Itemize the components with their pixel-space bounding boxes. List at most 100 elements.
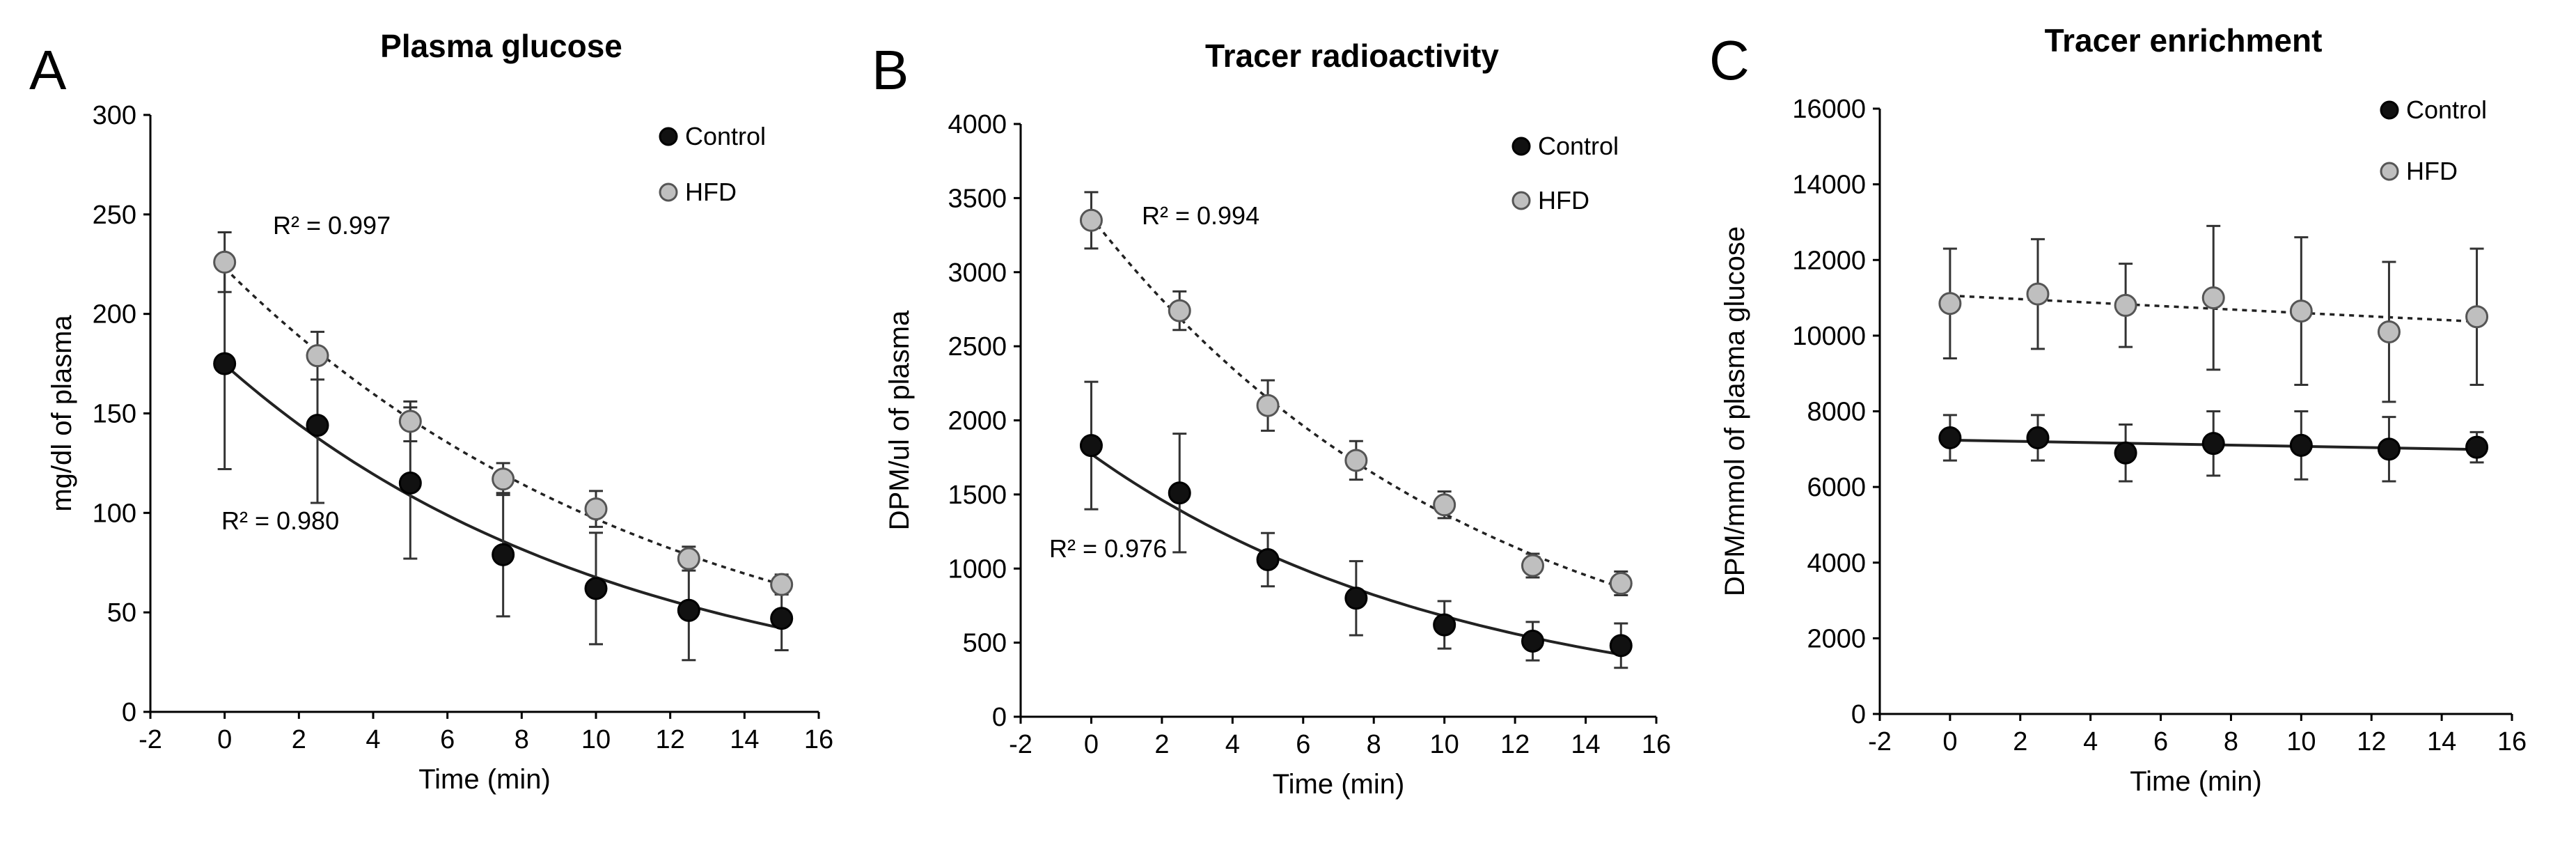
x-tick-label: 8 (515, 725, 529, 754)
x-tick-label: 12 (656, 725, 685, 754)
chart-title: Tracer enrichment (2045, 22, 2323, 59)
series-control (1938, 410, 2489, 483)
data-point (1168, 290, 1191, 332)
data-point (2201, 410, 2225, 477)
x-tick-label: 4 (2083, 727, 2098, 756)
data-point (1079, 191, 1103, 250)
series-control (1079, 380, 1633, 669)
y-axis-label: DPM/mmol of plasma glucose (1720, 226, 1750, 596)
y-tick-label: 500 (963, 629, 1007, 658)
legend-label: HFD (1538, 186, 1589, 215)
x-tick-label: 10 (2286, 727, 2316, 756)
legend-item-control: Control (659, 122, 766, 150)
data-point (306, 330, 329, 381)
x-tick-label: 12 (1500, 730, 1530, 759)
legend-marker (1511, 191, 1531, 210)
y-tick-label: 2500 (948, 332, 1007, 362)
x-tick-label: 16 (804, 725, 833, 754)
y-axis-label: mg/dl of plasma (47, 315, 77, 512)
x-tick-label: 0 (1942, 727, 1957, 756)
data-point (2465, 247, 2489, 386)
legend-marker (2380, 162, 2399, 181)
y-tick-label: 2000 (948, 407, 1007, 436)
data-point (1521, 621, 1544, 662)
data-point (584, 531, 608, 646)
y-tick-label: 150 (93, 400, 136, 429)
data-point (2377, 261, 2401, 403)
data-point (2114, 263, 2137, 348)
marker-control (1609, 634, 1633, 658)
r2-label-control: R² = 0.980 (221, 506, 339, 535)
marker-hfd (398, 410, 422, 433)
data-point (213, 231, 237, 293)
marker-hfd (2377, 320, 2401, 343)
marker-hfd (1344, 449, 1368, 472)
x-tick-label: 6 (2153, 727, 2168, 756)
y-axis-label: DPM/ul of plasma (884, 310, 915, 530)
chart-panel-b: B Tracer radioactivity-2 0 2 4 6 8 10 12 14 160500… (872, 38, 1671, 800)
chart-panel-c: C Tracer enrichment-2 0 2 4 6 8 10 12 14 160200040… (1709, 22, 2527, 797)
marker-control (1344, 586, 1368, 610)
x-tick-label: 16 (2497, 727, 2527, 756)
x-tick-label: 4 (1225, 730, 1240, 759)
series-hfd (1079, 191, 1633, 597)
marker-control (1521, 629, 1544, 653)
legend-marker (1511, 137, 1531, 156)
marker-hfd (1433, 493, 1456, 517)
data-point (1938, 414, 1962, 462)
fit-line-hfd (1090, 216, 1621, 589)
marker-hfd (306, 344, 329, 368)
data-point (492, 492, 515, 618)
marker-hfd (2465, 305, 2489, 329)
y-tick-label: 0 (122, 698, 136, 727)
x-tick-label: 0 (217, 725, 232, 754)
marker-control (213, 352, 237, 375)
data-point (1168, 433, 1191, 554)
marker-control (2465, 435, 2489, 459)
x-tick-label: 8 (1367, 730, 1381, 759)
y-tick-label: 0 (1851, 700, 1866, 729)
marker-hfd (1079, 208, 1103, 232)
legend-label: Control (1538, 132, 1619, 160)
data-point (2289, 410, 2313, 481)
marker-control (584, 577, 608, 600)
marker-hfd (677, 547, 700, 570)
marker-control (1256, 547, 1280, 571)
data-point (398, 400, 422, 442)
marker-hfd (2289, 300, 2313, 323)
legend-item-hfd: HFD (2380, 157, 2458, 185)
x-tick-label: 6 (1296, 730, 1310, 759)
marker-control (306, 414, 329, 437)
data-point (2026, 238, 2050, 350)
data-point (677, 545, 700, 572)
legend-label: HFD (685, 178, 737, 206)
data-point (770, 585, 794, 651)
y-tick-label: 3500 (948, 184, 1007, 213)
marker-control (2114, 441, 2137, 465)
data-point (1344, 440, 1368, 481)
x-tick-label: 2 (1154, 730, 1169, 759)
y-tick-label: 2000 (1807, 624, 1866, 653)
y-tick-label: 12000 (1792, 246, 1866, 275)
marker-control (1938, 426, 1962, 450)
marker-hfd (584, 497, 608, 521)
data-point (1938, 247, 1962, 359)
x-tick-label: 6 (440, 725, 455, 754)
data-point (677, 559, 700, 662)
legend-item-hfd: HFD (659, 178, 737, 206)
series-control (213, 257, 794, 662)
chart-panel-a: A Plasma glucose-2 0 2 4 6 8 10 12 14 160501001502… (29, 28, 833, 795)
panel-letter: A (29, 39, 67, 101)
data-point (2114, 424, 2137, 483)
data-point (584, 490, 608, 528)
y-tick-label: 1500 (948, 481, 1007, 510)
marker-control (492, 543, 515, 566)
x-tick-label: 12 (2357, 727, 2386, 756)
data-point (2201, 224, 2225, 371)
legend-label: HFD (2406, 157, 2458, 185)
marker-control (2289, 433, 2313, 457)
marker-control (1168, 481, 1191, 505)
legend-label: Control (685, 122, 766, 150)
marker-hfd (2026, 282, 2050, 306)
r2-label-hfd: R² = 0.997 (273, 211, 391, 240)
